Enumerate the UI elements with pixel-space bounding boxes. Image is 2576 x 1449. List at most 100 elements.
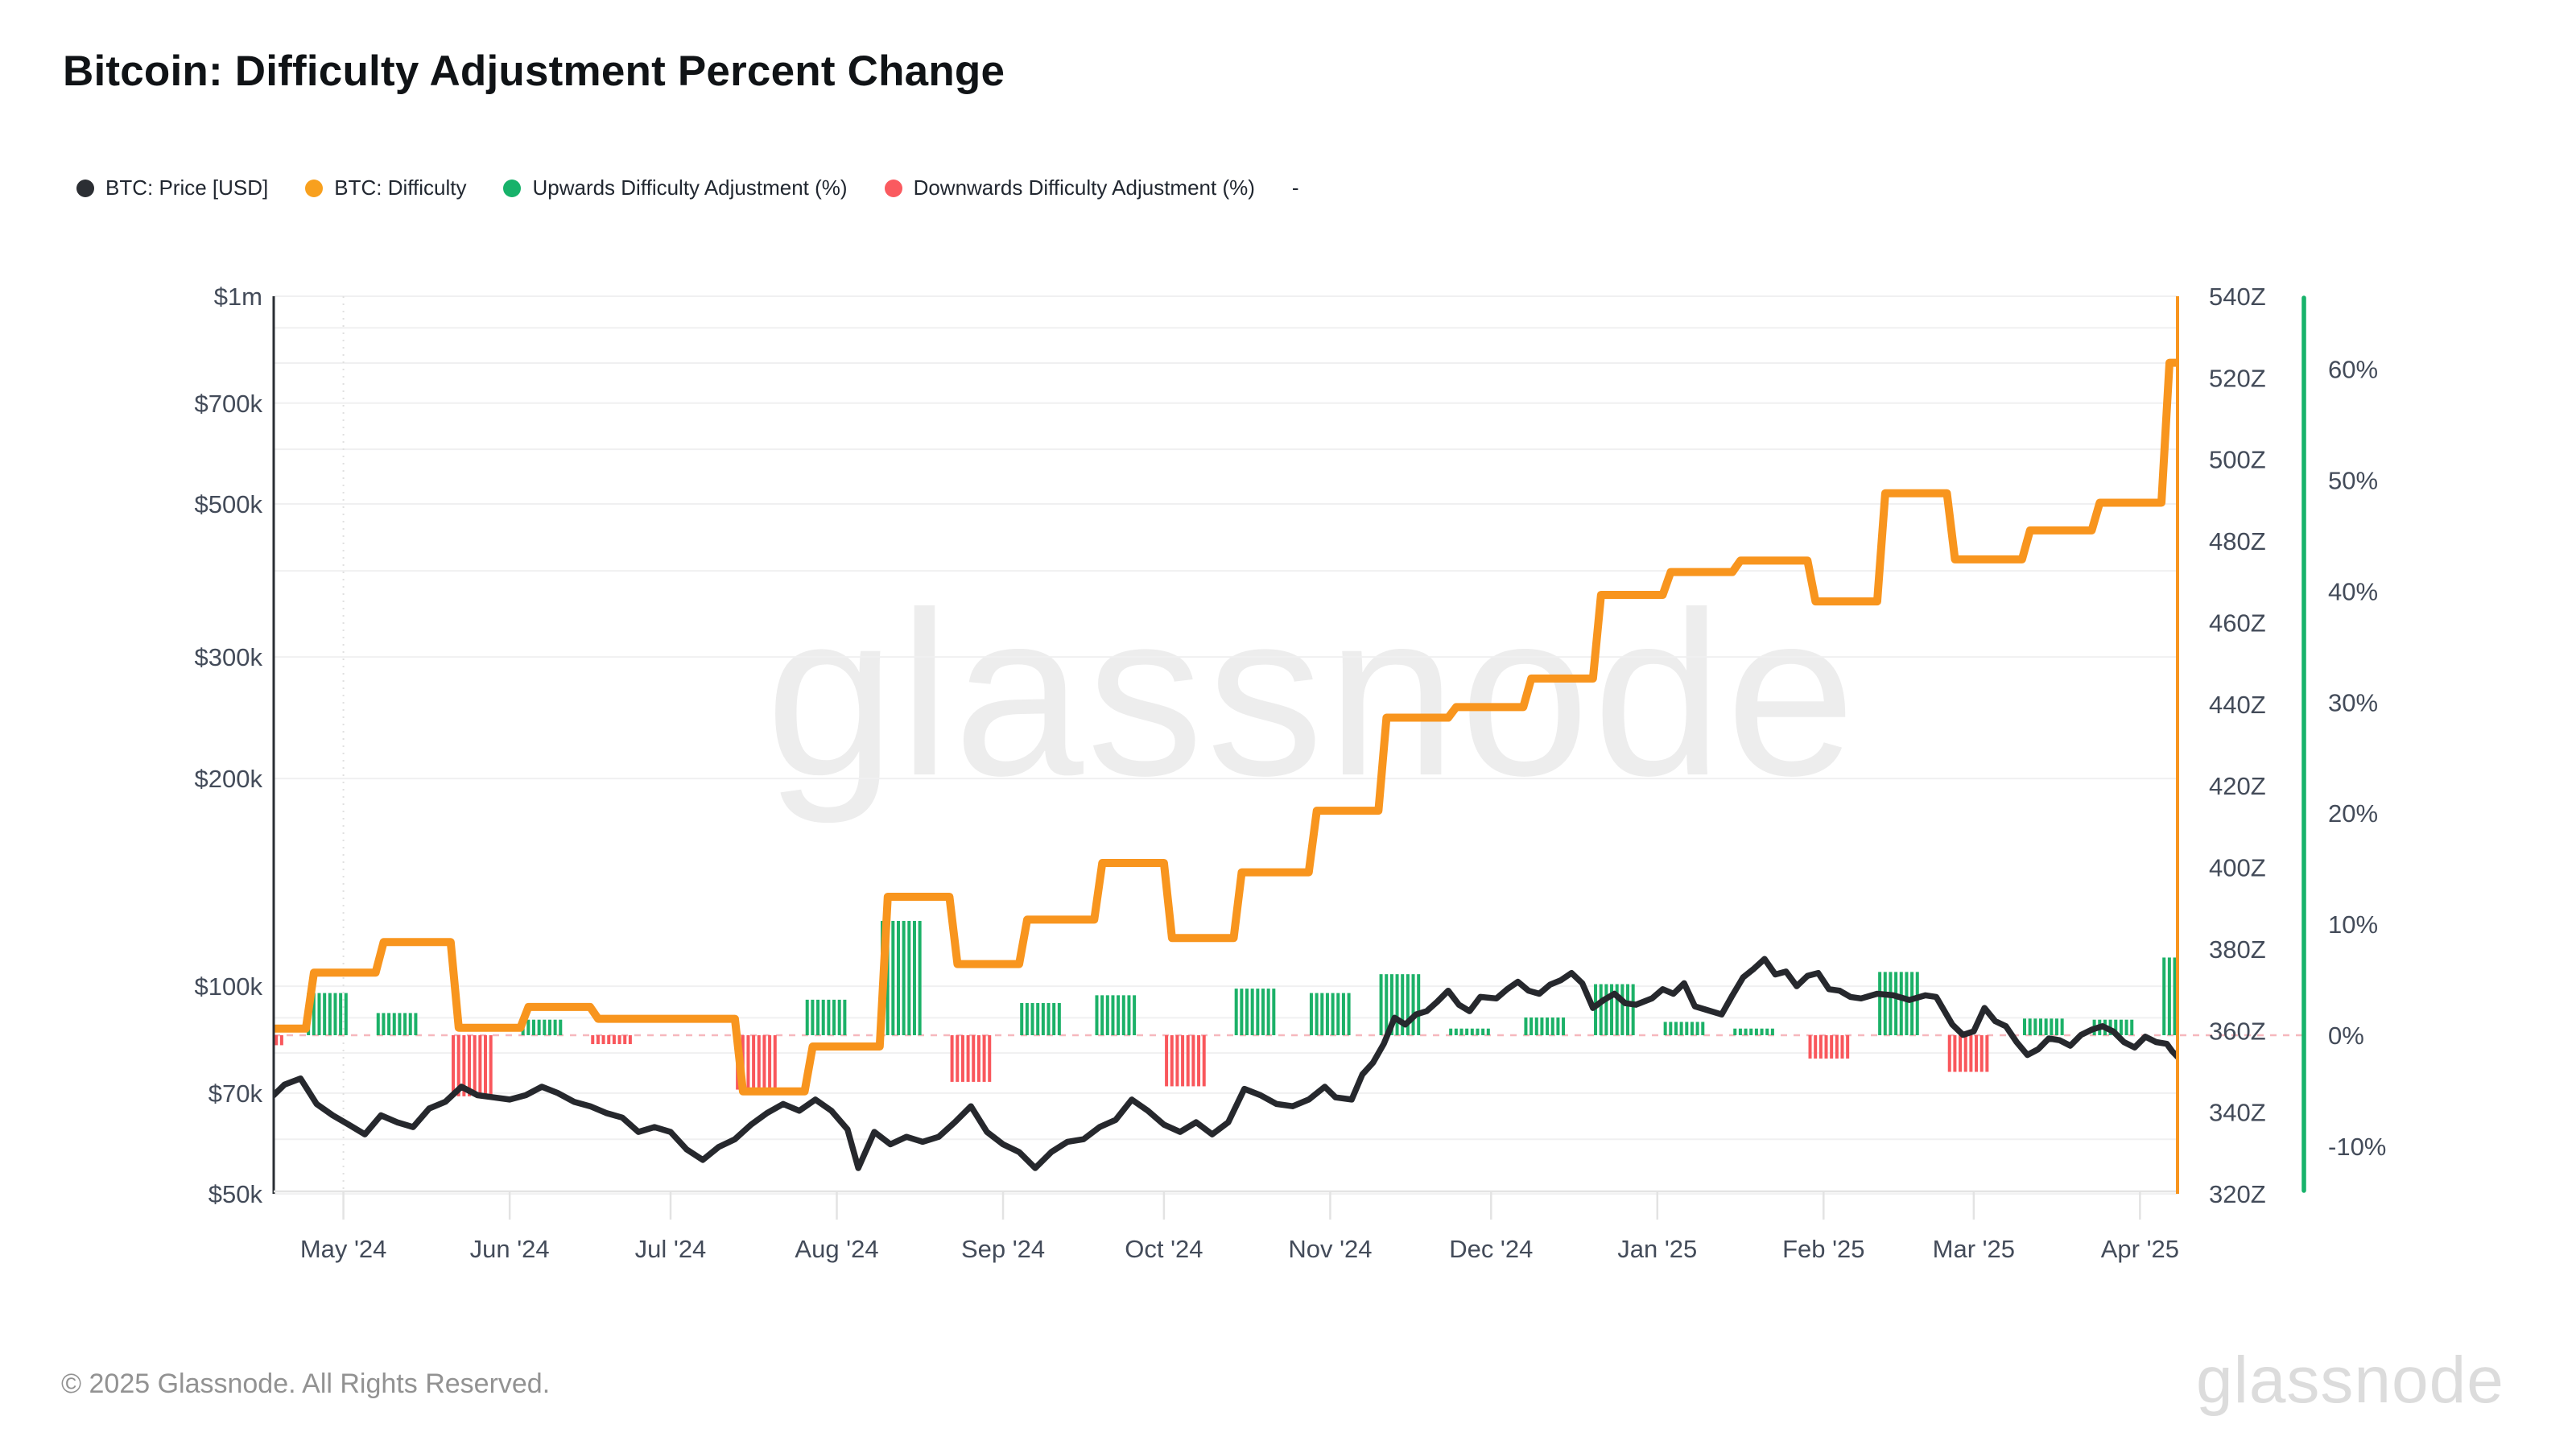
up-adjustment-bar (398, 1013, 402, 1035)
up-adjustment-bar (344, 993, 348, 1035)
down-adjustment-bar (950, 1035, 954, 1082)
up-adjustment-bar (1540, 1017, 1544, 1035)
up-adjustment-bar (1534, 1017, 1538, 1035)
up-adjustment-bar (811, 999, 815, 1035)
down-adjustment-bar (473, 1035, 477, 1096)
up-adjustment-bar (1556, 1017, 1560, 1035)
up-adjustment-bar (2054, 1018, 2058, 1035)
up-adjustment-bar (1417, 974, 1421, 1035)
up-adjustment-bar (559, 1019, 563, 1035)
down-adjustment-bar (596, 1035, 600, 1045)
up-adjustment-bar (1760, 1028, 1764, 1035)
up-adjustment-bar (816, 999, 820, 1035)
down-adjustment-bar (1170, 1035, 1174, 1087)
up-adjustment-bar (1486, 1028, 1490, 1035)
down-adjustment-bar (270, 1035, 273, 1045)
x-axis-month-label: Nov '24 (1288, 1235, 1372, 1263)
up-adjustment-bar (1454, 1028, 1458, 1035)
up-adjustment-bar (821, 999, 825, 1035)
up-adjustment-bar (1604, 984, 1608, 1035)
up-adjustment-bar (1546, 1017, 1550, 1035)
up-adjustment-bar (1240, 989, 1244, 1035)
down-adjustment-bar (1814, 1035, 1818, 1059)
down-adjustment-bar (1959, 1035, 1963, 1072)
x-axis-month-label: Dec '24 (1449, 1235, 1533, 1263)
up-adjustment-bar (1894, 972, 1898, 1035)
up-adjustment-bar (1395, 974, 1399, 1035)
up-adjustment-bar (1562, 1017, 1566, 1035)
price-series-dot-icon (76, 179, 94, 197)
up-adjustment-bar (1121, 995, 1125, 1035)
legend-item-upwards-adjustment[interactable]: Upwards Difficulty Adjustment (%) (503, 175, 848, 200)
up-adjustment-bar (1685, 1022, 1689, 1035)
up-adjustment-bar (907, 920, 911, 1035)
up-adjustment-bar (2130, 1019, 2134, 1035)
difficulty-tick-label: 440Z (2209, 691, 2266, 719)
up-adjustment-bar (1347, 993, 1351, 1035)
legend-item-price[interactable]: BTC: Price [USD] (76, 175, 268, 200)
down-adjustment-bar (1818, 1035, 1823, 1059)
up-adjustment-bar (1695, 1022, 1699, 1035)
difficulty-tick-label: 540Z (2209, 283, 2266, 311)
difficulty-tick-label: 460Z (2209, 609, 2266, 637)
up-adjustment-bar (1615, 984, 1619, 1035)
up-adjustment-bar (1272, 989, 1276, 1035)
legend-item-difficulty[interactable]: BTC: Difficulty (305, 175, 466, 200)
up-adjustment-bar (387, 1013, 391, 1035)
difficulty-tick-label: 340Z (2209, 1099, 2266, 1127)
up-adjustment-bar (2167, 957, 2171, 1035)
up-adjustment-bar (2184, 957, 2187, 1035)
up-adjustment-bar (918, 920, 922, 1035)
up-adjustment-bar (1905, 972, 1909, 1035)
down-adjustment-bar (752, 1035, 756, 1090)
up-adjustment-bar (2200, 957, 2203, 1035)
up-adjustment-bar (1465, 1028, 1469, 1035)
btc-price-line (275, 956, 2177, 1171)
up-adjustment-bar (2194, 957, 2198, 1035)
up-adjustment-bar (1025, 1003, 1029, 1035)
down-adjustment-bar (1808, 1035, 1812, 1059)
down-adjustment-bar (468, 1035, 472, 1096)
percent-tick-label: 50% (2328, 467, 2378, 495)
up-adjustment-bar (1449, 1028, 1453, 1035)
x-axis-month-label: Jan '25 (1617, 1235, 1697, 1263)
up-adjustment-bar (1020, 1003, 1024, 1035)
up-adjustment-bar (537, 1019, 541, 1035)
up-adjustment-bar (1041, 1003, 1045, 1035)
x-axis-month-label: Jun '24 (470, 1235, 550, 1263)
up-adjustment-bar (1320, 993, 1324, 1035)
down-adjustment-bar (258, 1035, 262, 1045)
up-adjustment-bar (543, 1019, 547, 1035)
difficulty-tick-label: 400Z (2209, 854, 2266, 882)
down-adjustment-bar (612, 1035, 616, 1045)
down-adjustment-bar (1175, 1035, 1179, 1087)
x-axis: May '24 Jun '24 Jul '24 Aug '24 Sep '24 Oct '… (300, 1191, 2179, 1263)
up-adjustment-bar (1470, 1028, 1474, 1035)
up-adjustment-bar (1765, 1028, 1769, 1035)
up-adjustment-bar (1770, 1028, 1774, 1035)
y-axis-percent-labels: 60% 50% 40% 30% 20% 10% 0% -10% (2328, 356, 2386, 1161)
up-adjustment-bar (2119, 1019, 2123, 1035)
up-adjustment-bar (902, 920, 906, 1035)
up-adjustment-bar (1111, 995, 1115, 1035)
up-adjustment-bar (1690, 1022, 1694, 1035)
down-adjustment-bar (279, 1035, 283, 1046)
down-adjustment-bar (976, 1035, 980, 1082)
up-adjustment-bar (1915, 972, 1919, 1035)
legend-item-downwards-adjustment[interactable]: Downwards Difficulty Adjustment (%) (884, 175, 1255, 200)
legend-trailing-dash: - (1292, 175, 1299, 200)
up-adjustment-bar (1599, 984, 1603, 1035)
up-adjustment-bar (1459, 1028, 1463, 1035)
down-adjustment-bar (275, 1035, 279, 1046)
up-adjustment-bar (1245, 989, 1249, 1035)
up-adjustment-bar (382, 1013, 386, 1035)
up-adjustment-bar (896, 920, 900, 1035)
down-adjustment-bar (757, 1035, 761, 1090)
up-adjustment-bar (1331, 993, 1335, 1035)
down-adjustment-bar (462, 1035, 466, 1096)
down-adjustment-bar (1979, 1035, 1984, 1072)
up-adjustment-bar (1749, 1028, 1753, 1035)
legend-item-label: Upwards Difficulty Adjustment (%) (532, 175, 848, 200)
down-adjustment-bar (1953, 1035, 1957, 1072)
